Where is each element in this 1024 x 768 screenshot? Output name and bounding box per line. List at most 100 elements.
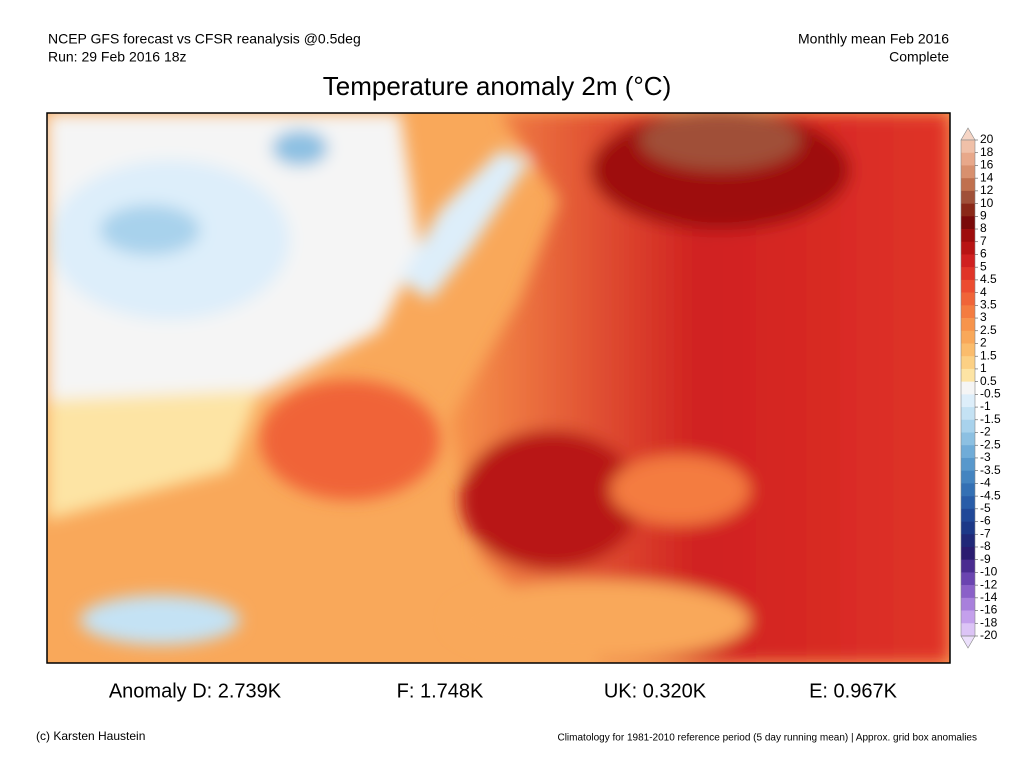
colorbar-bin bbox=[961, 597, 975, 611]
colorbar-label: 6 bbox=[980, 247, 987, 261]
title: Temperature anomaly 2m (°C) bbox=[323, 71, 672, 101]
footer-right: Climatology for 1981-2010 reference peri… bbox=[557, 733, 977, 744]
colorbar-bin bbox=[961, 483, 975, 497]
colorbar-bin bbox=[961, 508, 975, 522]
colorbar-bin bbox=[961, 470, 975, 484]
colorbar-label: -8 bbox=[980, 539, 991, 553]
balkans-hot bbox=[460, 430, 640, 570]
colorbar-label: 18 bbox=[980, 145, 994, 159]
colorbar-bin bbox=[961, 407, 975, 421]
iceland bbox=[272, 130, 328, 166]
colorbar-label: -18 bbox=[980, 615, 998, 629]
colorbar-bin bbox=[961, 546, 975, 560]
colorbar-label: -12 bbox=[980, 577, 998, 591]
colorbar-label: 9 bbox=[980, 208, 987, 222]
colorbar-label: -1 bbox=[980, 399, 991, 413]
header-right-2: Complete bbox=[889, 49, 949, 65]
colorbar-label: 1.5 bbox=[980, 348, 997, 362]
colorbar-bin bbox=[961, 241, 975, 255]
colorbar-bin bbox=[961, 394, 975, 408]
colorbar-label: -3.5 bbox=[980, 463, 1001, 477]
colorbar-bin bbox=[961, 330, 975, 344]
scandinavia bbox=[400, 150, 530, 300]
colorbar-label: 3.5 bbox=[980, 298, 997, 312]
arctic-hot bbox=[640, 113, 800, 170]
colorbar-bin bbox=[961, 457, 975, 471]
colorbar-bin bbox=[961, 445, 975, 459]
colorbar-frame bbox=[960, 139, 976, 637]
colorbar-bin bbox=[961, 496, 975, 510]
colorbar-bin bbox=[961, 190, 975, 204]
colorbar-label: 12 bbox=[980, 183, 994, 197]
colorbar-label: -6 bbox=[980, 514, 991, 528]
colorbar-label: 8 bbox=[980, 221, 987, 235]
colorbar-label: -5 bbox=[980, 501, 991, 515]
western-europe bbox=[260, 380, 440, 500]
colorbar-label: 1 bbox=[980, 361, 987, 375]
colorbar-label: -16 bbox=[980, 603, 998, 617]
colorbar-bin bbox=[961, 152, 975, 166]
colorbar-bin bbox=[961, 381, 975, 395]
colorbar-label: -1.5 bbox=[980, 412, 1001, 426]
colorbar-bin bbox=[961, 165, 975, 179]
colorbar-label: 14 bbox=[980, 170, 994, 184]
colorbar-bin bbox=[961, 229, 975, 243]
colorbar-bin bbox=[961, 585, 975, 599]
colorbar-bin bbox=[961, 254, 975, 268]
atlantic-cold-core bbox=[100, 205, 200, 255]
stat: UK: 0.320K bbox=[604, 680, 707, 702]
colorbar-bin bbox=[961, 140, 975, 154]
colorbar-bin bbox=[961, 559, 975, 573]
colorbar-label: 20 bbox=[980, 132, 994, 146]
colorbar-label: 10 bbox=[980, 196, 994, 210]
colorbar-label: 0.5 bbox=[980, 374, 997, 388]
colorbar-bin bbox=[961, 610, 975, 624]
colorbar-bin bbox=[961, 521, 975, 535]
colorbar-bin bbox=[961, 178, 975, 192]
colorbar-label: -2.5 bbox=[980, 437, 1001, 451]
colorbar-label: -10 bbox=[980, 565, 998, 579]
colorbar-label: 3 bbox=[980, 310, 987, 324]
colorbar-label: 4.5 bbox=[980, 272, 997, 286]
colorbar-label: -14 bbox=[980, 590, 998, 604]
colorbar-label: -4.5 bbox=[980, 488, 1001, 502]
colorbar-label: 7 bbox=[980, 234, 987, 248]
colorbar: 201816141210987654.543.532.521.510.5-0.5… bbox=[960, 127, 1001, 649]
colorbar-label: -4 bbox=[980, 476, 991, 490]
ocean-warm bbox=[47, 390, 260, 520]
colorbar-bin bbox=[961, 203, 975, 217]
colorbar-label: -9 bbox=[980, 552, 991, 566]
header-right-1: Monthly mean Feb 2016 bbox=[798, 31, 949, 47]
colorbar-bin bbox=[961, 623, 975, 637]
colorbar-label: 4 bbox=[980, 285, 987, 299]
colorbar-bin bbox=[961, 419, 975, 433]
colorbar-label: -2 bbox=[980, 425, 991, 439]
header-left-1: NCEP GFS forecast vs CFSR reanalysis @0.… bbox=[48, 31, 361, 47]
colorbar-label: -7 bbox=[980, 526, 991, 540]
colorbar-label: 5 bbox=[980, 259, 987, 273]
colorbar-label: 2.5 bbox=[980, 323, 997, 337]
black-sea bbox=[610, 455, 750, 525]
header-left-2: Run: 29 Feb 2016 18z bbox=[48, 49, 187, 65]
colorbar-bin bbox=[961, 267, 975, 281]
colorbar-bin bbox=[961, 318, 975, 332]
map-frame bbox=[46, 112, 951, 664]
colorbar-bin bbox=[961, 572, 975, 586]
colorbar-bin bbox=[961, 356, 975, 370]
north-africa-cool bbox=[80, 595, 240, 645]
colorbar-bin bbox=[961, 216, 975, 230]
colorbar-label: -0.5 bbox=[980, 387, 1001, 401]
stat: F: 1.748K bbox=[397, 680, 484, 702]
colorbar-label: 2 bbox=[980, 336, 987, 350]
colorbar-bin bbox=[961, 343, 975, 357]
mediterranean bbox=[450, 580, 750, 660]
colorbar-bin bbox=[961, 279, 975, 293]
colorbar-bin bbox=[961, 368, 975, 382]
map bbox=[47, 113, 950, 663]
footer-left: (c) Karsten Haustein bbox=[36, 729, 145, 743]
colorbar-bin bbox=[961, 292, 975, 306]
colorbar-label: 16 bbox=[980, 158, 994, 172]
colorbar-label: -20 bbox=[980, 628, 998, 642]
colorbar-label: -3 bbox=[980, 450, 991, 464]
